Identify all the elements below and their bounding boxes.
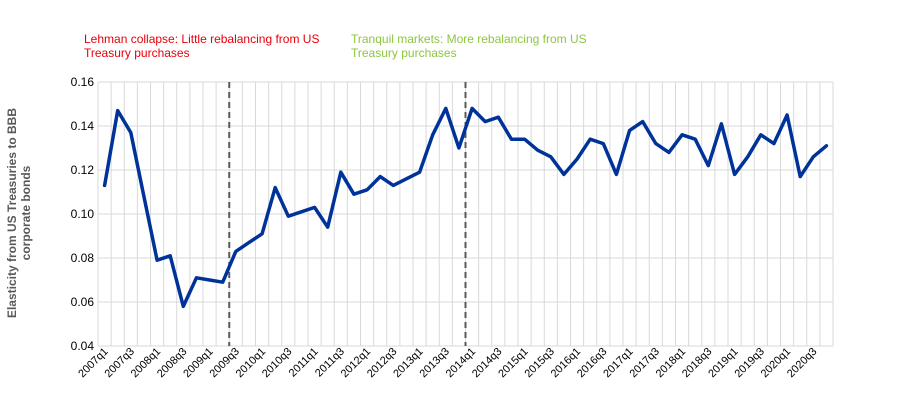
y-tick-label: 0.08 bbox=[71, 251, 95, 265]
y-tick-label: 0.04 bbox=[71, 339, 95, 353]
series-layer bbox=[102, 106, 829, 309]
x-tick-label: 2010q3 bbox=[260, 346, 294, 380]
y-tick-label: 0.14 bbox=[71, 119, 95, 133]
x-axis-ticks: 2007q12007q32008q12008q32009q12009q32010… bbox=[76, 346, 819, 380]
x-tick-label: 2020q3 bbox=[785, 346, 819, 380]
y-tick-label: 0.06 bbox=[71, 295, 95, 309]
y-tick-label: 0.10 bbox=[71, 207, 95, 221]
series-line bbox=[102, 106, 829, 309]
y-axis-ticks: 0.04 0.06 0.08 0.10 0.12 0.14 0.16 bbox=[71, 75, 95, 353]
annotation-tranquil: Tranquil markets: More rebalancing from … bbox=[351, 32, 587, 60]
annotation-lehman: Lehman collapse: Little rebalancing from… bbox=[84, 32, 320, 60]
y-tick-label: 0.12 bbox=[71, 163, 95, 177]
y-tick-label: 0.16 bbox=[71, 75, 95, 89]
